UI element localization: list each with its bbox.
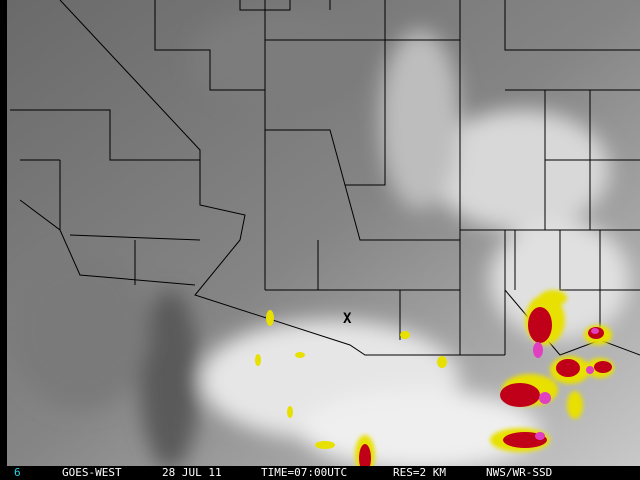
location-marker: X	[343, 311, 352, 327]
image-source: NWS/WR-SSD	[486, 466, 553, 479]
cloud-texture	[10, 10, 630, 466]
water-vapor-satellite-map	[7, 0, 640, 466]
image-date: 28 JUL 11	[162, 466, 222, 479]
image-time: TIME=07:00UTC	[261, 466, 348, 479]
state-county-borders	[10, 0, 640, 356]
satellite-name: GOES-WEST	[62, 466, 122, 479]
channel-number: 6	[14, 466, 21, 479]
left-edge-bar	[0, 0, 7, 466]
image-resolution: RES=2 KM	[393, 466, 446, 479]
image-caption-bar: 6 GOES-WEST 28 JUL 11 TIME=07:00UTC RES=…	[0, 466, 640, 480]
convective-storms	[255, 290, 614, 466]
